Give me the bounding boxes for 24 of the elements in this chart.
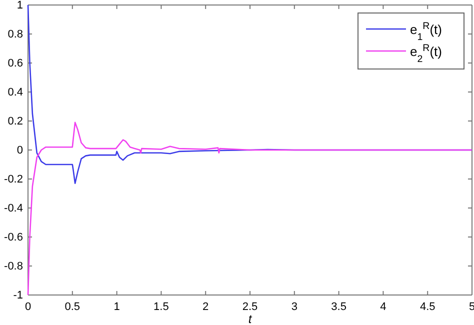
legend-label: e$_{1}$$^{R}$(t) [410,20,442,42]
x-tick-label: 4.5 [420,300,436,313]
y-tick-label: 0.8 [8,28,23,41]
y-tick-label: -0.6 [4,232,23,244]
y-tick-label: -1 [13,290,23,302]
y-tick-label: -0.8 [4,260,23,273]
y-tick-label: -0.4 [4,202,23,215]
y-tick-label: 0.4 [8,86,23,99]
x-tick-label: 2.5 [242,300,258,313]
y-tick-label: -0.2 [4,174,23,186]
y-tick-label: 0 [16,144,23,157]
x-tick-label: 4 [380,300,386,313]
x-tick-label: 1 [114,300,120,313]
y-tick-label: 0.2 [8,116,23,128]
x-tick-label: 2 [202,300,209,313]
x-tick-label: 1.5 [154,300,169,313]
y-tick-label: 1 [16,0,23,12]
y-tick-label: 0.6 [8,58,23,70]
x-tick-label: 0.5 [64,300,80,313]
x-tick-label: 3.5 [331,300,346,313]
x-axis-title: t [248,312,252,325]
x-tick-label: 3 [291,300,298,313]
legend-label: e$_{2}$$^{R}$(t) [410,42,442,64]
x-tick-label: 0 [24,300,32,313]
